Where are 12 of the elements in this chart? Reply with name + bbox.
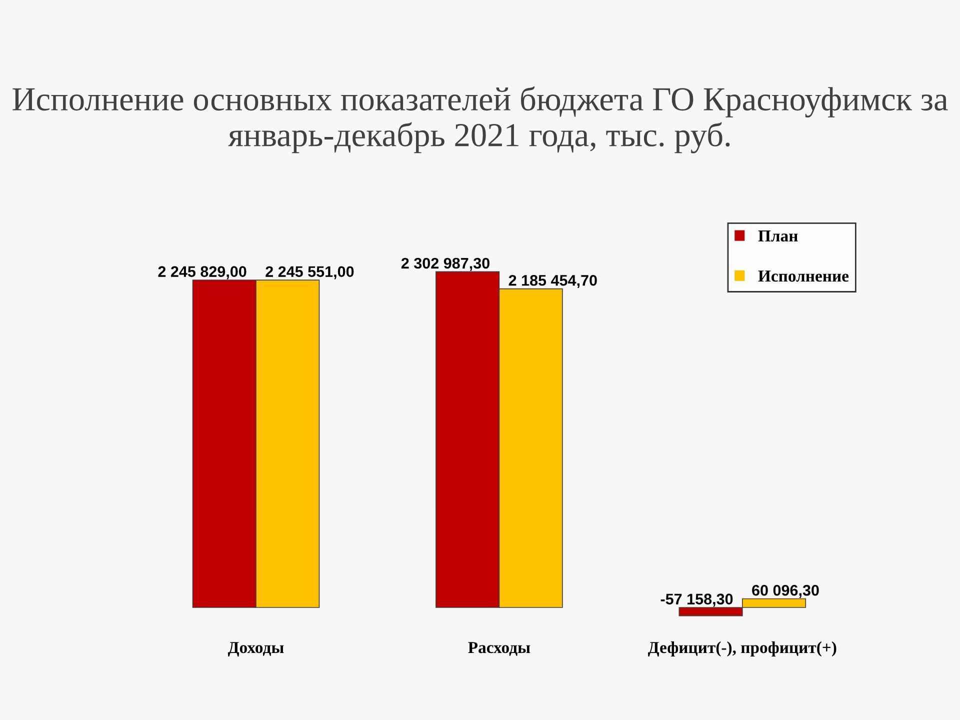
x-tick-label: Расходы: [468, 642, 530, 656]
x-tick-label: Дефицит(-), профицит(+): [648, 641, 836, 657]
x-tick-label: Доходы: [228, 642, 284, 657]
data-label: 2 185 454,70: [508, 274, 597, 288]
data-label: -57 158,30: [660, 594, 733, 607]
data-label: 2 302 987,30: [401, 258, 490, 271]
chart-title: Исполнение основных показателей бюджета ГО Красноуфимск за январь-декабрь 2021 года, тыс. руб.: [12, 86, 948, 154]
legend-label: План: [758, 230, 798, 242]
legend-label: Исполнение: [758, 270, 849, 282]
data-label: 2 245 551,00: [266, 266, 354, 280]
data-label: 60 096,30: [752, 584, 819, 598]
data-label: 2 245 829,00: [158, 266, 246, 280]
